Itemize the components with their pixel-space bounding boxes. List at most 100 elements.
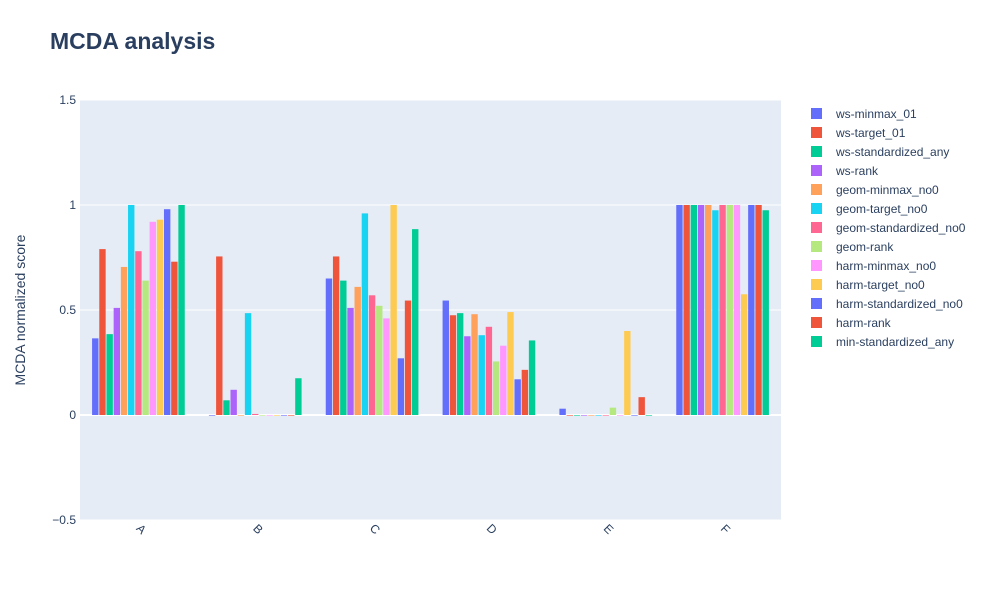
bar-A-geom-rank[interactable] [142, 280, 149, 415]
bar-F-ws-minmax_01[interactable] [676, 205, 683, 415]
bar-F-harm-target_no0[interactable] [740, 294, 748, 415]
bar-A-ws-standardized_any[interactable] [106, 334, 113, 415]
y-tick-label: 1.5 [59, 93, 76, 107]
bar-B-harm-minmax_no0[interactable] [266, 415, 273, 416]
legend-swatch [811, 279, 822, 290]
bar-E-ws-minmax_01[interactable] [559, 408, 566, 415]
bar-E-harm-rank[interactable] [638, 397, 645, 415]
bar-D-ws-minmax_01[interactable] [442, 300, 449, 415]
bar-D-harm-minmax_no0[interactable] [500, 345, 507, 415]
bar-D-geom-standardized_no0[interactable] [485, 326, 493, 415]
bar-C-harm-minmax_no0[interactable] [383, 318, 390, 415]
bar-E-geom-rank[interactable] [609, 407, 617, 415]
legend-label[interactable]: harm-rank [836, 316, 892, 330]
bar-C-ws-target_01[interactable] [332, 256, 340, 415]
bar-A-harm-rank[interactable] [171, 261, 178, 415]
bar-D-ws-rank[interactable] [464, 336, 471, 415]
bar-C-geom-minmax_no0[interactable] [354, 286, 361, 415]
bar-E-harm-standardized_no0[interactable] [631, 415, 638, 416]
legend-label[interactable]: harm-standardized_no0 [836, 297, 963, 311]
bar-D-ws-target_01[interactable] [449, 315, 457, 415]
bar-B-harm-standardized_no0[interactable] [280, 415, 288, 416]
legend-label[interactable]: geom-target_no0 [836, 202, 928, 216]
legend-label[interactable]: harm-minmax_no0 [836, 259, 936, 273]
bar-D-min-standardized_any[interactable] [528, 340, 536, 415]
bar-F-ws-rank[interactable] [697, 205, 705, 415]
bar-C-harm-rank[interactable] [404, 300, 412, 415]
bar-C-ws-standardized_any[interactable] [340, 280, 347, 415]
bar-E-ws-standardized_any[interactable] [573, 415, 581, 416]
bar-C-geom-rank[interactable] [376, 305, 383, 415]
bar-B-geom-standardized_no0[interactable] [252, 413, 259, 415]
bar-A-geom-standardized_no0[interactable] [135, 251, 142, 415]
bar-C-ws-minmax_01[interactable] [325, 278, 333, 416]
bar-A-ws-target_01[interactable] [99, 249, 106, 415]
bars [92, 205, 769, 416]
bar-A-geom-minmax_no0[interactable] [120, 266, 128, 415]
legend-label[interactable]: ws-rank [835, 164, 879, 178]
bar-A-harm-minmax_no0[interactable] [149, 221, 156, 415]
bar-A-harm-standardized_no0[interactable] [163, 209, 171, 415]
bar-E-harm-minmax_no0[interactable] [616, 415, 624, 416]
bar-E-min-standardized_any[interactable] [645, 415, 653, 416]
bar-A-ws-minmax_01[interactable] [92, 338, 99, 415]
bar-E-harm-target_no0[interactable] [624, 331, 631, 415]
bar-F-harm-minmax_no0[interactable] [733, 205, 741, 415]
bar-F-ws-standardized_any[interactable] [690, 205, 698, 415]
legend-label[interactable]: geom-rank [836, 240, 894, 254]
y-axis-title: MCDA normalized score [12, 234, 28, 385]
legend-swatch [811, 146, 822, 157]
bar-D-harm-rank[interactable] [521, 369, 529, 415]
bar-E-ws-target_01[interactable] [566, 415, 573, 416]
bar-C-geom-standardized_no0[interactable] [368, 295, 376, 415]
bar-A-harm-target_no0[interactable] [156, 219, 164, 415]
bar-B-geom-rank[interactable] [259, 415, 266, 416]
bar-E-geom-target_no0[interactable] [595, 415, 602, 416]
bar-B-ws-standardized_any[interactable] [223, 400, 230, 415]
legend-label[interactable]: ws-standardized_any [835, 145, 949, 159]
bar-D-geom-rank[interactable] [492, 361, 500, 415]
bar-F-geom-rank[interactable] [726, 205, 733, 415]
legend-label[interactable]: ws-target_01 [835, 126, 906, 140]
bar-E-geom-standardized_no0[interactable] [602, 415, 609, 416]
bar-B-ws-minmax_01[interactable] [208, 415, 216, 416]
bar-B-ws-target_01[interactable] [216, 256, 223, 415]
bar-D-harm-target_no0[interactable] [507, 312, 514, 415]
legend[interactable]: ws-minmax_01 ws-target_01 ws-standardized_… [811, 107, 966, 349]
bar-B-harm-rank[interactable] [288, 415, 295, 416]
bar-E-geom-minmax_no0[interactable] [588, 415, 595, 416]
bar-F-geom-minmax_no0[interactable] [705, 205, 712, 415]
legend-label[interactable]: harm-target_no0 [836, 278, 925, 292]
bar-D-geom-minmax_no0[interactable] [471, 314, 478, 415]
bar-C-min-standardized_any[interactable] [412, 229, 419, 415]
legend-label[interactable]: min-standardized_any [836, 335, 954, 349]
bar-C-harm-standardized_no0[interactable] [397, 358, 405, 415]
bar-F-harm-standardized_no0[interactable] [748, 205, 755, 415]
legend-label[interactable]: geom-minmax_no0 [836, 183, 939, 197]
bar-A-ws-rank[interactable] [113, 307, 121, 415]
bar-B-harm-target_no0[interactable] [273, 415, 281, 416]
x-tick-label: D [484, 521, 500, 537]
bar-E-ws-rank[interactable] [580, 415, 588, 416]
bar-A-min-standardized_any[interactable] [178, 205, 185, 415]
bar-F-ws-target_01[interactable] [683, 205, 690, 415]
bar-D-harm-standardized_no0[interactable] [514, 379, 521, 415]
bar-D-geom-target_no0[interactable] [478, 335, 485, 415]
bar-A-geom-target_no0[interactable] [128, 205, 135, 415]
bar-B-geom-target_no0[interactable] [244, 313, 252, 415]
bar-B-ws-rank[interactable] [230, 389, 237, 415]
bar-C-geom-target_no0[interactable] [361, 213, 369, 415]
legend-swatch [811, 222, 822, 233]
legend-label[interactable]: geom-standardized_no0 [836, 221, 966, 235]
bar-C-ws-rank[interactable] [347, 307, 354, 415]
legend-label[interactable]: ws-minmax_01 [835, 107, 917, 121]
bar-C-harm-target_no0[interactable] [390, 205, 397, 415]
bar-F-min-standardized_any[interactable] [762, 210, 769, 415]
bar-B-geom-minmax_no0[interactable] [237, 415, 245, 416]
bar-B-min-standardized_any[interactable] [295, 378, 302, 415]
bar-F-geom-target_no0[interactable] [712, 210, 719, 415]
bar-F-harm-rank[interactable] [755, 205, 762, 415]
bar-F-geom-standardized_no0[interactable] [719, 205, 726, 415]
bar-D-ws-standardized_any[interactable] [456, 313, 464, 415]
